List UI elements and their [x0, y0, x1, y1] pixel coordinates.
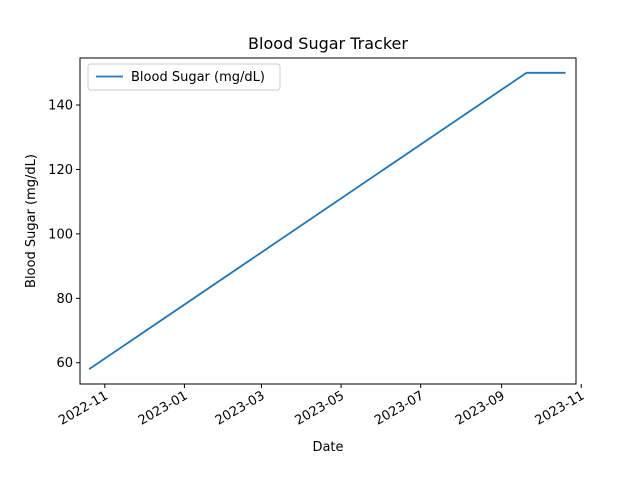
y-axis: 60 80 100 120 140 — [48, 99, 80, 371]
chart-title: Blood Sugar Tracker — [248, 34, 408, 53]
x-tick-label-2: 2023-03 — [213, 388, 268, 428]
x-axis-label: Date — [312, 440, 343, 455]
plot-area — [80, 58, 576, 384]
series-layer — [88, 71, 566, 370]
legend-box — [87, 63, 281, 91]
y-tick-label-0: 60 — [56, 356, 73, 371]
legend-label: Blood Sugar (mg/dL) — [131, 70, 265, 85]
x-tick-label-5: 2023-09 — [453, 388, 508, 428]
x-tick-label-6: 2023-11 — [533, 388, 588, 428]
y-tick-label-1: 80 — [56, 292, 73, 307]
y-axis-label: Blood Sugar (mg/dL) — [24, 154, 39, 288]
x-axis: 2022-11 2023-01 2023-03 2023-05 2023-07 2023-… — [56, 384, 587, 429]
y-tick-label-2: 100 — [48, 227, 73, 242]
y-tick-label-3: 120 — [48, 163, 73, 178]
plot-frame — [79, 57, 577, 385]
y-tick-label-4: 140 — [48, 99, 73, 114]
x-tick-label-0: 2022-11 — [56, 388, 111, 428]
x-tick-label-4: 2023-07 — [372, 388, 427, 428]
x-tick-label-3: 2023-05 — [293, 388, 348, 428]
series-line-0 — [88, 71, 566, 370]
legend: Blood Sugar (mg/dL) — [87, 63, 281, 91]
x-tick-label-1: 2023-01 — [136, 388, 191, 428]
